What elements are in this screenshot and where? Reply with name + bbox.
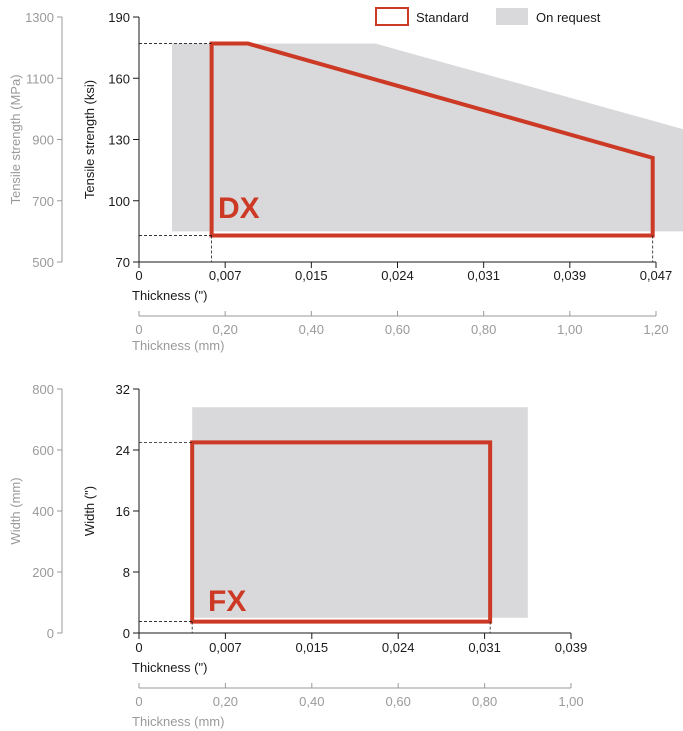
x-secondary-tick-label: 0,60 bbox=[386, 694, 411, 709]
y-tick-label: 24 bbox=[116, 443, 130, 458]
x-tick-label: 0 bbox=[135, 268, 142, 283]
y-tick-label: 0 bbox=[123, 626, 130, 641]
x-secondary-tick-label: 0,40 bbox=[299, 694, 324, 709]
dx-chart: 70 100 130 160 190 0 0,007 0,015 0,024 0,031 0,039… bbox=[8, 10, 683, 353]
y-secondary-tick-label: 1100 bbox=[26, 71, 54, 86]
x-secondary-tick-label: 0 bbox=[135, 694, 142, 709]
y-tick-label: 130 bbox=[108, 133, 130, 148]
x-tick-label: 0 bbox=[135, 640, 142, 655]
chart-label: DX bbox=[218, 192, 260, 225]
x-tick-label: 0,047 bbox=[640, 268, 673, 283]
y-tick-label: 70 bbox=[116, 255, 130, 270]
x-secondary-tick-label: 0,20 bbox=[213, 694, 238, 709]
legend-standard-label: Standard bbox=[416, 10, 469, 25]
y-secondary-tick-label: 500 bbox=[32, 255, 54, 270]
y-tick-label: 32 bbox=[116, 382, 130, 397]
x-tick-label: 0,007 bbox=[209, 640, 242, 655]
x-secondary-tick-label: 0,80 bbox=[471, 322, 496, 337]
y-tick-label: 8 bbox=[123, 565, 130, 580]
x-tick-label: 0,039 bbox=[554, 268, 587, 283]
y-tick-label: 160 bbox=[108, 71, 130, 86]
legend-on-request-swatch bbox=[496, 8, 528, 25]
on-request-area bbox=[192, 407, 528, 618]
x-secondary-tick-label: 0 bbox=[135, 322, 142, 337]
x-secondary-tick-label: 1,20 bbox=[643, 322, 668, 337]
x-tick-label: 0,007 bbox=[209, 268, 242, 283]
x-secondary-tick-label: 0,20 bbox=[213, 322, 238, 337]
y-secondary-tick-label: 600 bbox=[32, 443, 54, 458]
y-secondary-tick-label: 0 bbox=[47, 626, 54, 641]
legend-on-request-label: On request bbox=[536, 10, 601, 25]
y-secondary-tick-label: 200 bbox=[32, 565, 54, 580]
x-secondary-tick-label: 0,80 bbox=[472, 694, 497, 709]
x-tick-label: 0,015 bbox=[295, 268, 328, 283]
x-axis-secondary-title: Thickness (mm) bbox=[132, 338, 224, 353]
y-secondary-tick-label: 800 bbox=[32, 382, 54, 397]
y-secondary-tick-label: 400 bbox=[32, 504, 54, 519]
legend: Standard On request bbox=[375, 7, 601, 26]
x-secondary-tick-label: 1,00 bbox=[557, 322, 582, 337]
standard-outline bbox=[209, 41, 655, 238]
fx-chart: 0 8 16 24 32 0 0,007 0,015 0,024 0,031 0,039 Thickn… bbox=[8, 382, 587, 729]
x-tick-label: 0,024 bbox=[382, 640, 415, 655]
y-axis-title: Width (") bbox=[82, 486, 97, 536]
x-secondary-tick-label: 0,40 bbox=[299, 322, 324, 337]
y-tick-label: 100 bbox=[108, 194, 130, 209]
y-secondary-tick-label: 1300 bbox=[25, 10, 54, 25]
x-tick-label: 0,031 bbox=[467, 268, 500, 283]
legend-standard-swatch bbox=[375, 7, 409, 26]
chart-label: FX bbox=[208, 585, 246, 618]
y-tick-label: 190 bbox=[108, 10, 130, 25]
y-axis-secondary-title: Tensile strength (MPa) bbox=[8, 74, 23, 204]
x-secondary-tick-label: 0,60 bbox=[385, 322, 410, 337]
x-tick-label: 0,039 bbox=[555, 640, 588, 655]
y-tick-label: 16 bbox=[116, 504, 130, 519]
y-secondary-tick-label: 700 bbox=[32, 194, 54, 209]
x-axis-title: Thickness (") bbox=[132, 288, 207, 303]
y-secondary-tick-label: 900 bbox=[32, 133, 54, 148]
on-request-area bbox=[172, 43, 683, 232]
x-tick-label: 0,024 bbox=[381, 268, 414, 283]
x-tick-label: 0,015 bbox=[296, 640, 329, 655]
y-axis-title: Tensile strength (ksi) bbox=[82, 80, 97, 199]
x-axis-secondary-title: Thickness (mm) bbox=[132, 714, 224, 729]
y-axis-secondary-title: Width (mm) bbox=[8, 477, 23, 544]
standard-outline bbox=[190, 440, 493, 624]
x-tick-label: 0,031 bbox=[468, 640, 501, 655]
x-secondary-tick-label: 1,00 bbox=[558, 694, 583, 709]
x-axis-title: Thickness (") bbox=[132, 660, 207, 675]
